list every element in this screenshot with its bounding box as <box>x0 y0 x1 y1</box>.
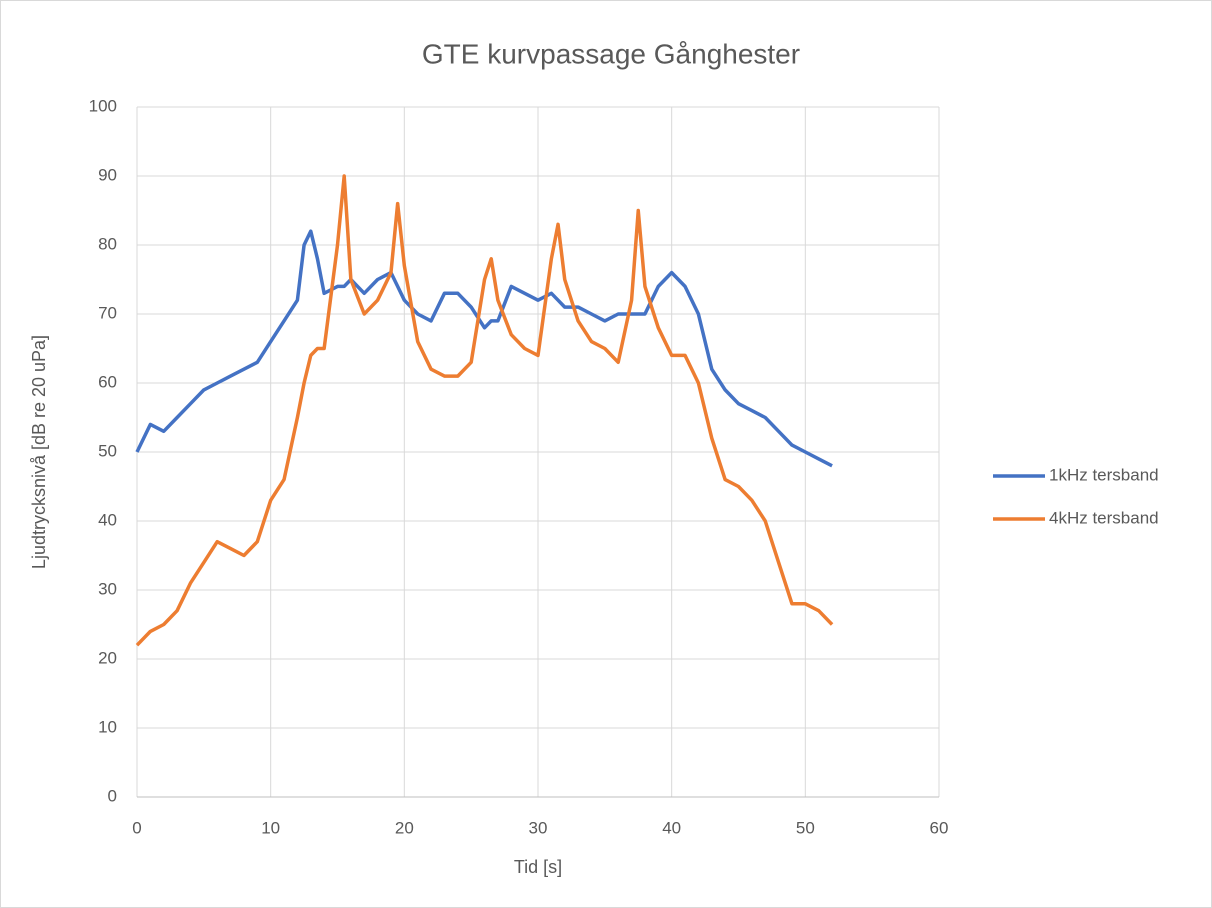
y-tick-label: 90 <box>98 165 117 184</box>
x-tick-label: 40 <box>662 818 681 837</box>
line-series <box>135 174 834 647</box>
x-tick-label: 60 <box>930 818 949 837</box>
y-axis-label: Ljudtrycksnivå [dB re 20 uPa] <box>29 335 49 569</box>
y-tick-label: 20 <box>98 648 117 667</box>
y-tick-label: 0 <box>108 786 117 805</box>
x-tick-label: 50 <box>796 818 815 837</box>
x-tick-label: 30 <box>529 818 548 837</box>
x-tick-label: 0 <box>132 818 141 837</box>
y-tick-label: 10 <box>98 717 117 736</box>
x-tick-label: 10 <box>261 818 280 837</box>
y-tick-label: 60 <box>98 372 117 391</box>
legend-label: 1kHz tersband <box>1049 465 1159 484</box>
x-axis-label: Tid [s] <box>514 857 562 877</box>
y-tick-label: 80 <box>98 234 117 253</box>
y-tick-label: 50 <box>98 441 117 460</box>
y-tick-label: 100 <box>89 96 117 115</box>
y-tick-label: 40 <box>98 510 117 529</box>
chart-title: GTE kurvpassage Gånghester <box>422 38 800 69</box>
legend-label: 4kHz tersband <box>1049 508 1159 527</box>
y-tick-label: 70 <box>98 303 117 322</box>
x-tick-label: 20 <box>395 818 414 837</box>
y-tick-label: 30 <box>98 579 117 598</box>
